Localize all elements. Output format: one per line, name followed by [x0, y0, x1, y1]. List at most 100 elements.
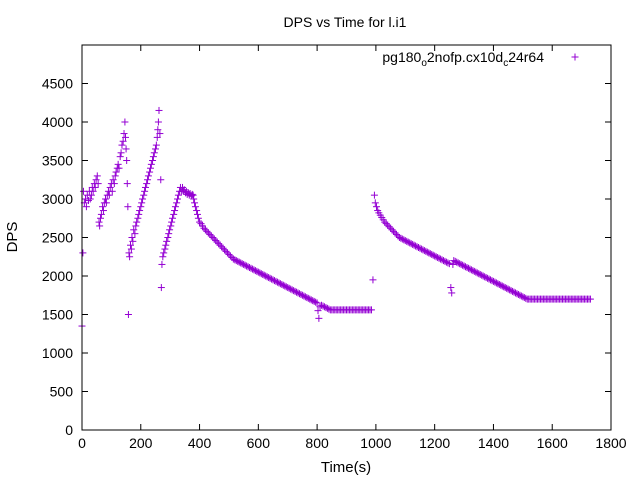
data-point — [275, 279, 283, 287]
data-point — [149, 157, 157, 164]
data-point — [225, 250, 233, 258]
data-point — [314, 307, 322, 315]
data-point — [136, 207, 144, 215]
data-point — [138, 199, 146, 207]
data-point — [307, 296, 315, 304]
data-point — [162, 241, 170, 249]
data-point — [401, 237, 409, 245]
data-point — [507, 287, 515, 295]
data-point — [237, 259, 245, 267]
data-point — [164, 234, 172, 241]
data-point — [315, 314, 323, 322]
y-axis-title: DPS — [4, 222, 21, 253]
data-point — [238, 260, 246, 268]
data-point — [231, 256, 239, 264]
data-point — [248, 265, 256, 273]
x-tick-label: 1200 — [419, 435, 450, 451]
data-point — [281, 282, 289, 290]
data-point — [223, 249, 231, 257]
data-point — [444, 259, 452, 267]
data-point — [163, 237, 171, 245]
data-point — [453, 258, 461, 266]
x-tick-label: 0 — [78, 435, 86, 451]
legend-label-sub2: c — [503, 58, 508, 69]
data-point — [250, 266, 258, 274]
data-point — [193, 207, 201, 215]
data-point — [201, 226, 209, 234]
data-point — [196, 218, 204, 226]
data-point — [485, 275, 493, 283]
data-point — [445, 260, 453, 268]
data-point — [93, 172, 101, 180]
data-point — [428, 250, 436, 258]
data-point — [447, 284, 455, 292]
y-tick-label: 4500 — [42, 76, 73, 92]
data-point — [241, 261, 249, 269]
data-point — [511, 289, 519, 297]
data-point — [506, 286, 514, 294]
data-point — [284, 284, 292, 292]
data-point — [160, 249, 168, 257]
data-point — [272, 277, 280, 285]
data-point — [282, 283, 290, 291]
data-point — [226, 252, 234, 260]
data-point — [124, 203, 132, 211]
data-point — [92, 176, 100, 184]
data-point — [371, 199, 379, 207]
data-point — [517, 292, 525, 300]
x-tick-label: 600 — [247, 435, 271, 451]
data-point — [298, 291, 306, 299]
data-point — [319, 302, 327, 310]
data-point — [124, 311, 132, 318]
data-point — [459, 261, 467, 269]
data-point — [304, 294, 312, 302]
data-point — [381, 218, 389, 226]
data-point — [406, 239, 414, 247]
data-point — [121, 133, 129, 141]
data-point — [273, 278, 281, 286]
data-point — [116, 153, 124, 161]
data-point — [253, 267, 261, 275]
x-tick-label: 1600 — [537, 435, 568, 451]
data-point — [450, 257, 458, 265]
data-point — [472, 268, 480, 276]
data-point — [86, 195, 94, 203]
data-point — [478, 271, 486, 279]
data-point — [155, 106, 163, 114]
data-point — [476, 270, 484, 278]
data-point — [491, 278, 499, 286]
data-point — [266, 274, 274, 282]
data-point — [437, 255, 445, 263]
data-point — [416, 244, 424, 252]
data-point — [310, 297, 318, 305]
data-point — [448, 289, 456, 297]
data-point — [204, 229, 212, 237]
data-point — [404, 238, 412, 246]
data-point — [120, 130, 128, 138]
data-point — [119, 137, 127, 145]
data-point — [174, 191, 182, 199]
data-point — [118, 141, 126, 149]
data-point — [288, 286, 296, 294]
data-point — [121, 118, 129, 126]
data-point — [110, 180, 118, 188]
data-point — [216, 241, 224, 249]
data-point — [174, 195, 182, 203]
data-point — [161, 245, 169, 253]
data-point — [152, 141, 160, 149]
data-point — [206, 230, 214, 238]
data-point — [420, 247, 428, 255]
data-point — [240, 260, 248, 268]
data-point — [194, 214, 202, 222]
data-point — [96, 222, 104, 230]
data-point — [492, 279, 500, 287]
y-tick-label: 2000 — [42, 268, 73, 284]
data-point — [397, 234, 405, 242]
data-point — [87, 191, 95, 199]
data-point — [451, 257, 459, 265]
data-point — [467, 266, 475, 274]
data-point — [426, 250, 434, 258]
data-point — [369, 276, 377, 284]
data-point — [259, 270, 267, 278]
